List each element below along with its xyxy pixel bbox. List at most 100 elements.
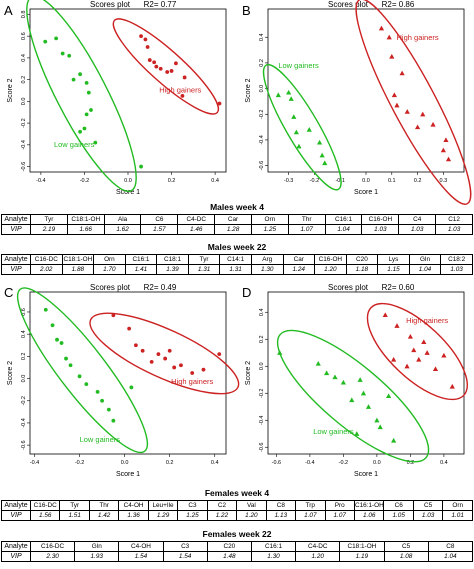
vip-cell: 1.51 [59,510,90,521]
r2-value: R2= 0.49 [144,283,177,292]
x-tick-label: -0.2 [75,460,84,466]
panel-b: B Scores plot R2= 0.86 Score 1 Score 2 -0.3 -0… [238,0,474,205]
x-tick-label: -0.1 [335,178,344,184]
data-point [286,89,292,95]
x-tick-label: 0.3 [440,178,448,184]
analyte-cell: Tyr [59,500,90,511]
data-point [169,69,174,73]
table-title: Females week 22 [202,529,272,539]
data-point [111,313,116,318]
analyte-cell: C8 [427,541,474,552]
data-point [156,352,161,357]
data-point [424,350,430,355]
data-point [324,370,330,376]
confidence-ellipse [355,0,472,205]
data-point [365,404,372,409]
x-tick-label: -0.4 [36,178,45,184]
analyte-row: Analyte Tyr C18:1-OH Ala C6 C4-DC Car Orn Thr C16… [1,214,473,225]
y-tick-label: 0.8 [21,11,27,19]
analyte-cell: Tyr [30,214,68,225]
data-point [394,102,400,108]
y-tick-label: -0.2 [21,118,27,127]
analyte-row: Analyte C16-DC Gln C4-OH C3 C20 C16:1 C4-DC C18:… [1,541,474,552]
scores-plot-a: A Scores plot R2= 0.77 Score 1 Score 2 -0.4 -0… [4,0,227,196]
x-tick-label: 0.2 [168,178,176,184]
data-point [416,356,422,362]
vip-cell: 2.02 [30,264,63,275]
analyte-cell: C16-DC [29,500,61,511]
data-point [332,374,338,380]
vip-cell: 1.46 [177,224,216,235]
y-tick-label: 0.2 [21,76,27,84]
data-point [50,323,55,328]
x-tick-label: 0.2 [407,460,415,466]
x-tick-label: -0.4 [305,460,314,466]
data-point [399,70,405,76]
x-tick-label: 0.0 [124,178,132,184]
data-point [288,96,294,101]
data-point [407,333,413,339]
vip-cell: 1.01 [442,510,473,521]
confidence-ellipse [262,63,342,191]
r2-value: R2= 0.86 [382,0,415,9]
panel-a: A Scores plot R2= 0.77 Score 1 Score 2 -0.4 -0… [0,0,236,200]
vip-cell: 1.56 [29,510,61,521]
plot-title: Scores plot [328,283,369,292]
analyte-cell: C6 [383,500,414,511]
analyte-cell: C16-OH [314,254,347,265]
vip-cell: 1.36 [118,510,149,521]
x-tick-label: -0.4 [30,460,39,466]
analyte-cell: C3 [162,541,208,552]
vip-cell: 1.22 [206,510,238,521]
data-point [319,152,325,158]
vip-cell: 1.20 [314,264,347,275]
y-tick-label: 0.6 [21,32,27,40]
data-point [139,164,143,169]
data-point [340,379,346,385]
vip-cell: 1.54 [162,551,208,562]
data-point [421,339,427,345]
vip-cell: 1.13 [265,510,297,521]
panel-label: A [4,3,13,18]
analyte-cell: C20 [206,541,252,552]
analyte-cell: C4-DC [295,541,341,552]
vip-cell: 1.39 [156,264,189,275]
vip-cell: 1.15 [377,264,410,275]
analyte-cell: C4-DC [177,214,216,225]
data-point [322,160,328,166]
data-point [167,348,172,353]
y-tick-label: -0.2 [259,110,265,119]
vip-table: Analyte C16-DC Gln C4-OH C3 C20 C16:1 C4-DC C18:… [1,541,474,562]
data-point [43,307,48,312]
row-header: Analyte [1,214,31,225]
data-point [443,137,449,142]
analyte-cell: Thr [287,214,326,225]
analyte-cell: Val [236,500,267,511]
data-point [394,323,400,328]
y-tick-label: 0.2 [21,353,27,361]
y-axis-label: Score 2 [7,361,14,385]
analyte-cell: C18:1-OH [66,214,105,225]
data-point [182,75,187,80]
scores-plot-b: B Scores plot R2= 0.86 Score 1 Score 2 -0.3 -0… [242,0,472,205]
data-point [86,90,91,95]
data-point [441,352,447,358]
vip-cell: 1.42 [88,510,120,521]
analyte-cell: C18:1-OH [61,254,95,265]
vip-cell: 2.19 [30,224,68,235]
row-header: VIP [1,510,31,521]
vip-cell: 1.30 [250,264,284,275]
y-tick-label: -0.6 [21,440,27,449]
row-header: Analyte [1,500,31,511]
data-point [420,111,426,117]
low-gainers-label: Low gainers [54,140,95,149]
x-tick-label: 0.2 [414,178,422,184]
vip-cell: 1.06 [353,510,385,521]
scores-plot-c: C Scores plot R2= 0.49 Score 1 Score 2 -0.4 -0… [4,283,240,478]
x-tick-label: -0.2 [339,460,348,466]
x-tick-label: -0.2 [80,178,89,184]
table-title: Males week 22 [207,242,267,252]
y-tick-label: 0.4 [21,330,27,338]
data-point [349,397,355,403]
data-point [449,383,455,389]
